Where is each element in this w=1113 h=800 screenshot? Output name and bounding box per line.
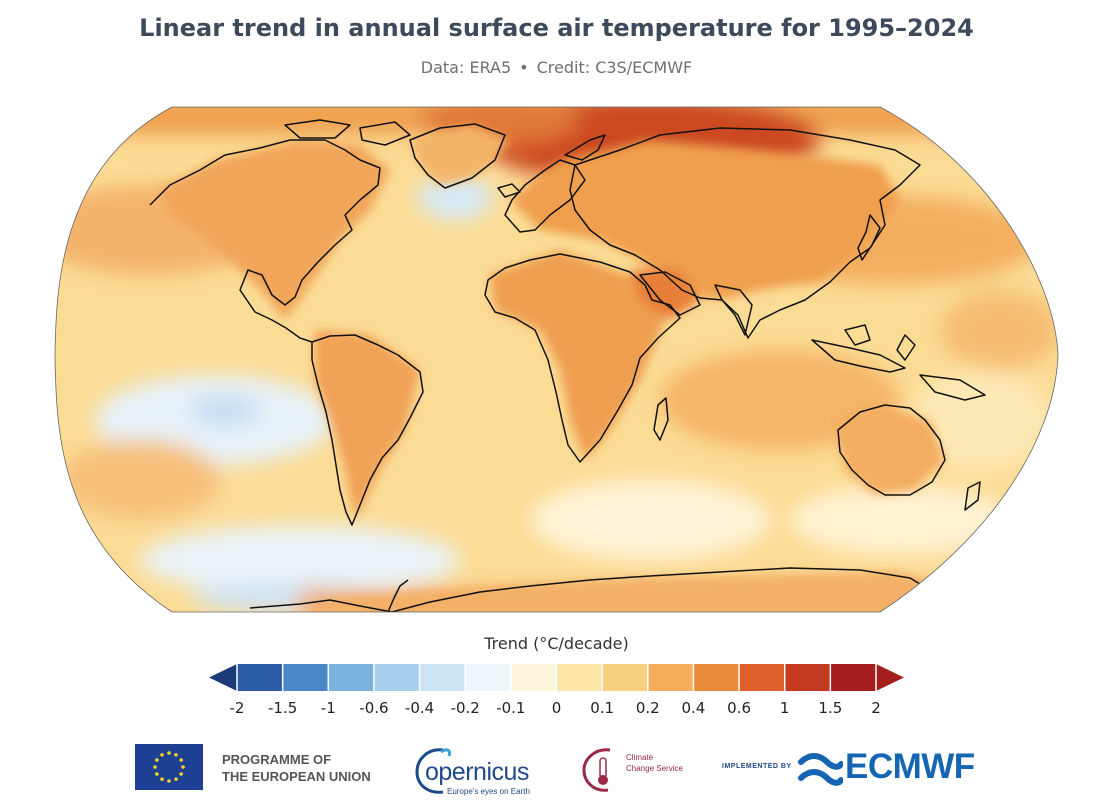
colorbar-segment: [693, 664, 740, 691]
eu-star-icon: [181, 765, 185, 769]
c3s-logo: Climate Change Service: [580, 740, 710, 796]
legend-tick-label: 2: [871, 699, 881, 717]
colorbar-max-arrow: [876, 664, 904, 691]
copernicus-logo: opernicus Europe's eyes on Earth: [413, 742, 553, 798]
data-source: Data: ERA5: [420, 58, 512, 77]
colorbar-segment: [510, 664, 557, 691]
eu-star-icon: [179, 758, 183, 762]
c3s-line-2: Change Service: [626, 764, 683, 773]
legend-tick-label: -1.5: [268, 699, 298, 717]
legend-tick-label: -2: [229, 699, 245, 717]
colorbar-segment: [419, 664, 466, 691]
credit: Credit: C3S/ECMWF: [536, 58, 693, 77]
eu-flag-logo: [135, 744, 203, 790]
map-field: [55, 107, 1058, 612]
legend-tick-label: 0: [551, 699, 562, 717]
colorbar-segment: [237, 664, 284, 691]
eu-star-icon: [167, 751, 171, 755]
legend-tick-label: 0.1: [590, 699, 615, 717]
c3s-line-1: Climate: [626, 753, 654, 762]
legend-tick-label: 1: [779, 699, 790, 717]
legend-tick-label: -0.4: [404, 699, 435, 717]
ecmwf-logo: ECMWF: [797, 744, 987, 792]
legend-tick-label: -0.1: [496, 699, 526, 717]
footer-logos: PROGRAMME OF THE EUROPEAN UNION opernicu…: [0, 738, 1113, 798]
eu-line-2: THE EUROPEAN UNION: [222, 769, 371, 784]
eu-star-icon: [179, 772, 183, 776]
ecmwf-wordmark: ECMWF: [845, 747, 975, 786]
colorbar-segment: [282, 664, 329, 691]
eu-star-icon: [160, 777, 164, 781]
colorbar-segment: [647, 664, 694, 691]
eu-star-icon: [153, 765, 157, 769]
colorbar-segment: [556, 664, 603, 691]
page-title: Linear trend in annual surface air tempe…: [139, 14, 974, 42]
eu-star-icon: [167, 779, 171, 783]
colorbar: [209, 664, 904, 691]
colorbar-segment: [328, 664, 375, 691]
land-fill: [160, 125, 960, 612]
legend-tick-label: 0.2: [635, 699, 660, 717]
legend-tick-label: 0.4: [681, 699, 706, 717]
ecmwf-wave-icon: [798, 753, 843, 786]
eu-star-icon: [174, 753, 178, 757]
colorbar-segment: [830, 664, 877, 691]
separator-dot: •: [519, 58, 529, 77]
eu-line-1: PROGRAMME OF: [222, 752, 332, 767]
copernicus-tagline: Europe's eyes on Earth: [447, 787, 530, 796]
colorbar-segment: [465, 664, 512, 691]
legend-tick-label: -0.2: [450, 699, 480, 717]
colorbar-min-arrow: [209, 664, 237, 691]
copernicus-wordmark: opernicus: [425, 758, 529, 786]
colorbar-segment: [602, 664, 649, 691]
eu-star-icon: [174, 777, 178, 781]
eu-stars-icon: [153, 751, 185, 783]
copernicus-c-icon: [415, 748, 451, 794]
thermometer-icon: [582, 748, 611, 792]
colorbar-segment: [784, 664, 831, 691]
eu-programme-text: PROGRAMME OF THE EUROPEAN UNION: [222, 751, 371, 785]
colorbar-segment: [373, 664, 421, 691]
eu-star-icon: [155, 758, 159, 762]
legend-tick-label: 1.5: [818, 699, 843, 717]
legend-tick-label: -0.6: [359, 699, 389, 717]
legend-tick-label: -1: [320, 699, 336, 717]
eu-star-icon: [160, 753, 164, 757]
coastlines: [149, 119, 986, 612]
implemented-by-label: IMPLEMENTED BY: [722, 763, 792, 770]
temperature-trend-map: [54, 106, 1059, 691]
colorbar-segment: [739, 664, 786, 691]
legend-tick-label: 0.6: [727, 699, 751, 717]
subtitle: Data: ERA5 • Credit: C3S/ECMWF: [0, 58, 1113, 77]
globe-outline: [54, 106, 1059, 613]
eu-star-icon: [155, 772, 159, 776]
legend-title: Trend (°C/decade): [484, 634, 629, 653]
c3s-wordmark: Climate Change Service: [626, 752, 683, 774]
